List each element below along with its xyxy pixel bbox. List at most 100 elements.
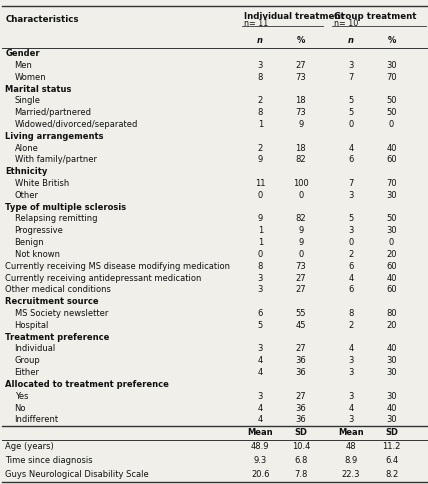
Text: 27: 27	[296, 61, 306, 70]
Text: 1: 1	[258, 238, 263, 247]
Text: 11: 11	[255, 179, 265, 188]
Text: Marital status: Marital status	[5, 85, 71, 93]
Text: 2: 2	[258, 96, 263, 106]
Text: 0: 0	[258, 191, 263, 200]
Text: 45: 45	[296, 321, 306, 330]
Text: 20: 20	[386, 250, 397, 259]
Text: SD: SD	[385, 428, 398, 437]
Text: Single: Single	[15, 96, 41, 106]
Text: 3: 3	[258, 392, 263, 401]
Text: 3: 3	[258, 286, 263, 294]
Text: 48.9: 48.9	[251, 442, 270, 451]
Text: 73: 73	[295, 108, 306, 117]
Text: 6.4: 6.4	[385, 456, 398, 465]
Text: 30: 30	[386, 368, 397, 377]
Text: Mean: Mean	[338, 428, 364, 437]
Text: SD: SD	[294, 428, 307, 437]
Text: 30: 30	[386, 191, 397, 200]
Text: Hospital: Hospital	[15, 321, 49, 330]
Text: 8: 8	[258, 262, 263, 271]
Text: 36: 36	[295, 404, 306, 412]
Text: 55: 55	[296, 309, 306, 318]
Text: 48: 48	[346, 442, 356, 451]
Text: Recruitment source: Recruitment source	[5, 297, 99, 306]
Text: 4: 4	[258, 415, 263, 424]
Text: 70: 70	[386, 179, 397, 188]
Text: 18: 18	[296, 96, 306, 106]
Text: 7: 7	[348, 73, 354, 82]
Text: 27: 27	[296, 392, 306, 401]
Text: 60: 60	[386, 286, 397, 294]
Text: Treatment preference: Treatment preference	[5, 333, 110, 342]
Text: %: %	[297, 36, 305, 45]
Text: 6: 6	[348, 286, 354, 294]
Text: n: n	[348, 36, 354, 45]
Text: 9: 9	[258, 155, 263, 165]
Text: Widowed/divorced/separated: Widowed/divorced/separated	[15, 120, 138, 129]
Text: Characteristics: Characteristics	[5, 15, 79, 24]
Text: 27: 27	[296, 273, 306, 283]
Text: 8: 8	[348, 309, 354, 318]
Text: 7: 7	[348, 179, 354, 188]
Text: Progressive: Progressive	[15, 227, 63, 235]
Text: 20: 20	[386, 321, 397, 330]
Text: Group: Group	[15, 356, 40, 365]
Text: 3: 3	[348, 368, 354, 377]
Text: 30: 30	[386, 61, 397, 70]
Text: 82: 82	[296, 214, 306, 224]
Text: 73: 73	[295, 73, 306, 82]
Text: 70: 70	[386, 73, 397, 82]
Text: 100: 100	[293, 179, 309, 188]
Text: 0: 0	[348, 238, 354, 247]
Text: 80: 80	[386, 309, 397, 318]
Text: Gender: Gender	[5, 49, 40, 58]
Text: 50: 50	[386, 108, 397, 117]
Text: 9: 9	[298, 238, 303, 247]
Text: 0: 0	[348, 120, 354, 129]
Text: n= 11: n= 11	[244, 19, 268, 28]
Text: Relapsing remitting: Relapsing remitting	[15, 214, 97, 224]
Text: 7.8: 7.8	[294, 470, 308, 479]
Text: 6.8: 6.8	[294, 456, 308, 465]
Text: 9: 9	[258, 214, 263, 224]
Text: 9.3: 9.3	[254, 456, 267, 465]
Text: 1: 1	[258, 120, 263, 129]
Text: 4: 4	[258, 368, 263, 377]
Text: 2: 2	[258, 144, 263, 152]
Text: Yes: Yes	[15, 392, 28, 401]
Text: Individual treatment: Individual treatment	[244, 12, 345, 21]
Text: Living arrangements: Living arrangements	[5, 132, 104, 141]
Text: 18: 18	[296, 144, 306, 152]
Text: Benign: Benign	[15, 238, 44, 247]
Text: Indifferent: Indifferent	[15, 415, 59, 424]
Text: 11.2: 11.2	[383, 442, 401, 451]
Text: 73: 73	[295, 262, 306, 271]
Text: 4: 4	[348, 404, 354, 412]
Text: 2: 2	[348, 321, 354, 330]
Text: 30: 30	[386, 356, 397, 365]
Text: Age (years): Age (years)	[5, 442, 54, 451]
Text: Other medical conditions: Other medical conditions	[5, 286, 111, 294]
Text: Men: Men	[15, 61, 33, 70]
Text: Allocated to treatment preference: Allocated to treatment preference	[5, 380, 169, 389]
Text: 40: 40	[386, 345, 397, 353]
Text: Women: Women	[15, 73, 46, 82]
Text: 36: 36	[295, 368, 306, 377]
Text: 27: 27	[296, 345, 306, 353]
Text: 8.2: 8.2	[385, 470, 398, 479]
Text: 0: 0	[389, 238, 394, 247]
Text: 8: 8	[258, 108, 263, 117]
Text: 4: 4	[348, 273, 354, 283]
Text: Not known: Not known	[15, 250, 59, 259]
Text: 9: 9	[298, 120, 303, 129]
Text: 0: 0	[389, 120, 394, 129]
Text: 3: 3	[348, 392, 354, 401]
Text: 40: 40	[386, 144, 397, 152]
Text: 30: 30	[386, 392, 397, 401]
Text: 4: 4	[348, 144, 354, 152]
Text: Individual: Individual	[15, 345, 56, 353]
Text: With family/partner: With family/partner	[15, 155, 97, 165]
Text: 27: 27	[296, 286, 306, 294]
Text: 3: 3	[348, 227, 354, 235]
Text: 5: 5	[348, 108, 354, 117]
